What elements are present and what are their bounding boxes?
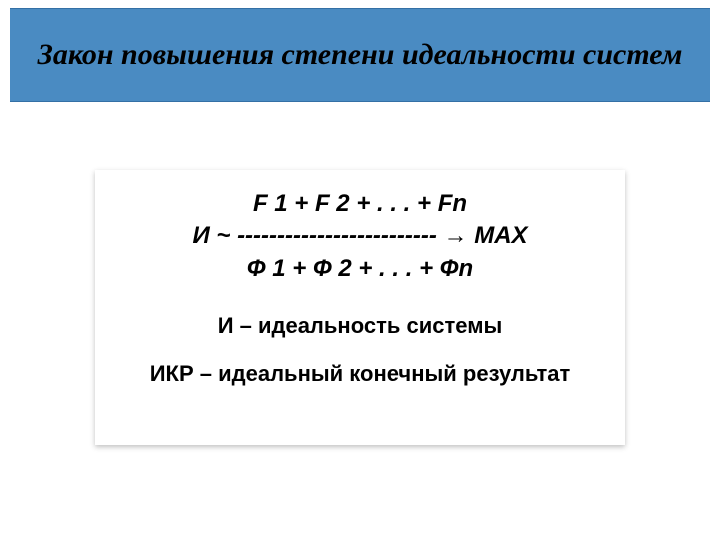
ideality-formula: F 1 + F 2 + . . . + Fn И ~ -------------…	[115, 188, 605, 285]
title-bar: Закон повышения степени идеальности сист…	[10, 8, 710, 102]
formula-numerator: F 1 + F 2 + . . . + Fn	[115, 188, 605, 220]
definition-ideality: И – идеальность системы	[115, 315, 605, 337]
formula-denominator: Ф 1 + Ф 2 + . . . + Фn	[115, 253, 605, 285]
slide-title: Закон повышения степени идеальности сист…	[24, 38, 697, 73]
formula-middle: И ~ ------------------------- → MAX	[115, 220, 605, 252]
definition-ikr: ИКР – идеальный конечный результат	[115, 363, 605, 385]
content-box: F 1 + F 2 + . . . + Fn И ~ -------------…	[95, 170, 625, 445]
definitions: И – идеальность системы ИКР – идеальный …	[115, 315, 605, 385]
slide: Закон повышения степени идеальности сист…	[0, 0, 720, 540]
